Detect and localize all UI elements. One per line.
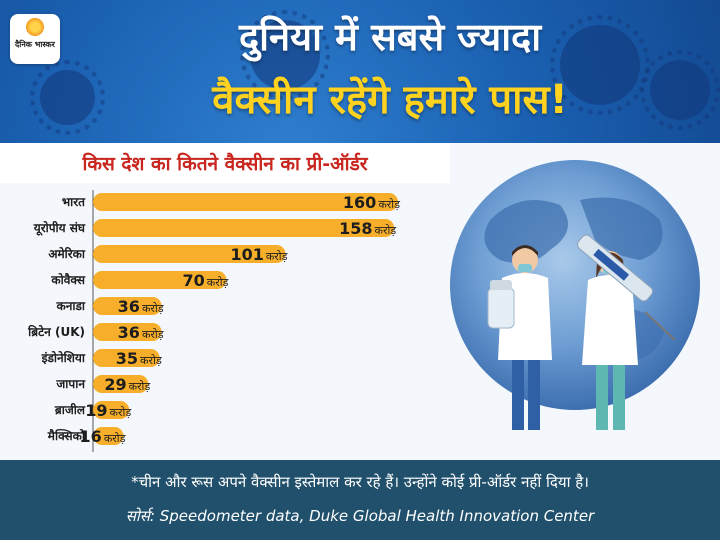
bar	[93, 271, 227, 289]
value-label: 158 करोड़	[339, 219, 396, 238]
value-label: 29 करोड़	[104, 375, 150, 394]
bar	[93, 193, 398, 211]
category-label: कोवैक्स	[50, 273, 85, 287]
value-label: 35 करोड़	[116, 349, 162, 368]
virus-decoration	[550, 15, 650, 115]
headline-line-2: वैक्सीन रहेंगे हमारे पास!	[212, 77, 568, 123]
logo: दैनिक भास्कर	[10, 14, 60, 64]
continent-shape	[484, 200, 568, 264]
syringe-icon	[576, 234, 676, 341]
virus-decoration	[30, 60, 105, 135]
category-label: मैक्सिको	[47, 429, 86, 443]
bar	[93, 245, 286, 263]
bar-chart: भारत 160 करोड़ यूरोपीय संघ 158 करोड़ अमेरिका 10…	[27, 190, 400, 452]
value-label: 101 करोड़	[230, 245, 287, 264]
footnote: *चीन और रूस अपने वैक्सीन इस्तेमाल कर रहे…	[131, 473, 589, 491]
bar	[93, 323, 162, 341]
value-label: 36 करोड़	[118, 297, 164, 316]
chart-title: किस देश का कितने वैक्सीन का प्री-ऑर्डर	[82, 153, 368, 175]
bar	[93, 427, 124, 445]
headline-line-1: दुनिया में सबसे ज्यादा	[238, 15, 542, 59]
bar	[93, 297, 162, 315]
bar	[93, 219, 395, 237]
doctor-male-icon	[487, 245, 552, 430]
category-label: अमेरिका	[48, 247, 86, 261]
source-credit: सोर्स: Speedometer data, Duke Global Hea…	[125, 507, 595, 525]
category-label: यूरोपीय संघ	[33, 221, 86, 236]
bar	[93, 401, 130, 419]
chart-title-bar	[0, 143, 450, 183]
footer	[0, 460, 720, 540]
value-label: 16 करोड़	[80, 427, 126, 446]
category-label: ब्राजील	[54, 403, 86, 417]
virus-decoration	[640, 50, 720, 130]
globe-doctors-illustration	[450, 160, 700, 430]
virus-decoration	[240, 10, 330, 100]
globe-icon	[450, 160, 700, 410]
category-label: ब्रिटेन (UK)	[27, 325, 85, 339]
bar	[93, 349, 160, 367]
category-label: इंडोनेशिया	[41, 351, 86, 365]
logo-text: दैनिक भास्कर	[15, 40, 55, 49]
value-label: 36 करोड़	[118, 323, 164, 342]
value-label: 19 करोड़	[85, 401, 131, 420]
sun-icon	[26, 18, 44, 36]
bar	[93, 375, 149, 393]
category-label: भारत	[62, 195, 86, 209]
category-label: जापान	[55, 377, 86, 391]
category-label: कनाडा	[55, 299, 85, 313]
value-label: 70 करोड़	[182, 271, 228, 290]
continent-shape	[580, 197, 663, 260]
value-label: 160 करोड़	[343, 193, 400, 212]
